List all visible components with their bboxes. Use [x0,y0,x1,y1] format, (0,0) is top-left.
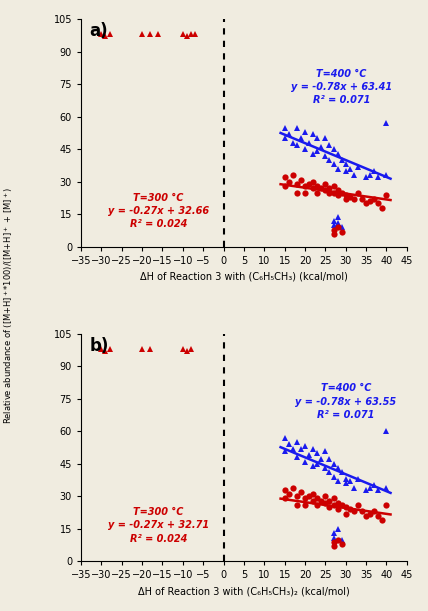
X-axis label: ΔH of Reaction 3 with (C₆H₅CH₃) (kcal/mol): ΔH of Reaction 3 with (C₆H₅CH₃) (kcal/mo… [140,271,348,282]
Text: a): a) [89,23,108,40]
Text: Relative abundance of ([M+H]$^+$*100)/([M+H]$^+$ + [M]$^+$): Relative abundance of ([M+H]$^+$*100)/([… [2,187,15,424]
Text: b): b) [89,337,109,355]
Text: T=400 °C
y = -0.78x + 63.41
R² = 0.071: T=400 °C y = -0.78x + 63.41 R² = 0.071 [291,69,392,105]
X-axis label: ΔH of Reaction 3 with (C₆H₅CH₃)₂ (kcal/mol): ΔH of Reaction 3 with (C₆H₅CH₃)₂ (kcal/m… [138,586,350,596]
Text: T=300 °C
y = -0.27x + 32.66
R² = 0.024: T=300 °C y = -0.27x + 32.66 R² = 0.024 [108,192,209,229]
Text: T=300 °C
y = -0.27x + 32.71
R² = 0.024: T=300 °C y = -0.27x + 32.71 R² = 0.024 [108,507,209,544]
Text: T=400 °C
y = -0.78x + 63.55
R² = 0.071: T=400 °C y = -0.78x + 63.55 R² = 0.071 [295,384,396,420]
